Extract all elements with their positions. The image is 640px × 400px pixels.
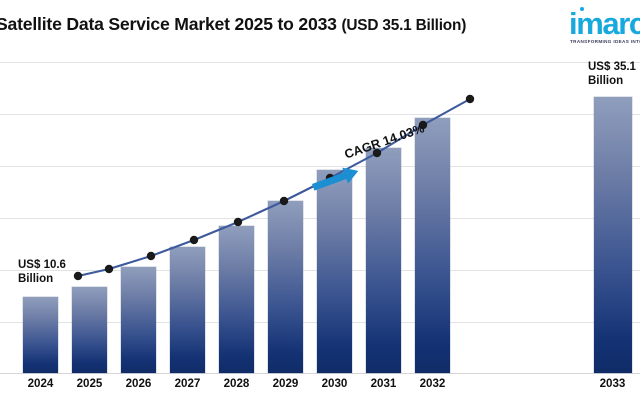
bar-2024[interactable] — [23, 297, 58, 373]
bar-2027[interactable] — [170, 247, 205, 373]
gridline — [0, 62, 640, 63]
start-value-label: US$ 10.6 Billion — [18, 258, 66, 286]
imarc-logo: imarc TRANSFORMING IDEAS INTO — [569, 6, 640, 48]
marker-2027 — [189, 235, 199, 245]
chart-title-suffix: (USD 35.1 Billion) — [341, 17, 467, 34]
logo-tagline: TRANSFORMING IDEAS INTO — [570, 39, 640, 44]
bar-2030[interactable] — [317, 170, 352, 373]
x-axis-line — [0, 373, 640, 374]
gridline — [0, 114, 640, 115]
xtick-2025: 2025 — [76, 377, 103, 390]
xtick-2033: 2033 — [599, 377, 626, 390]
xtick-2032: 2032 — [419, 377, 446, 390]
xtick-2028: 2028 — [223, 377, 250, 390]
marker-2026 — [146, 251, 156, 261]
end-value-label: US$ 35.1 Billion — [588, 60, 636, 88]
bar-2033[interactable] — [594, 97, 632, 373]
logo-wordmark: imarc — [569, 6, 640, 41]
bar-2032[interactable] — [415, 118, 450, 373]
marker-2025 — [104, 264, 114, 274]
chart-header: Satellite Data Service Market 2025 to 20… — [0, 0, 640, 52]
gridline — [0, 166, 640, 167]
page-title: Satellite Data Service Market 2025 to 20… — [0, 13, 562, 37]
xtick-2024: 2024 — [27, 377, 54, 390]
xtick-2029: 2029 — [272, 377, 299, 390]
xtick-2031: 2031 — [370, 377, 397, 390]
end-value-line1: US$ 35.1 — [588, 61, 636, 73]
chart-title-main: Satellite Data Service Market 2025 to 20… — [0, 14, 337, 34]
bar-2025[interactable] — [72, 287, 107, 373]
xtick-2026: 2026 — [125, 377, 152, 390]
bar-2028[interactable] — [219, 226, 254, 373]
end-value-line2: Billion — [588, 75, 624, 87]
xtick-2027: 2027 — [174, 377, 201, 390]
marker-2033 — [465, 94, 475, 104]
bar-2026[interactable] — [121, 267, 156, 373]
marker-2028 — [233, 217, 243, 227]
marker-2024 — [73, 271, 83, 281]
logo-dot-icon — [580, 7, 584, 11]
start-value-line1: US$ 10.6 — [18, 259, 66, 271]
bar-2031[interactable] — [366, 148, 401, 373]
bar-2029[interactable] — [268, 201, 303, 373]
xtick-2030: 2030 — [321, 377, 348, 390]
start-value-line2: Billion — [18, 273, 54, 285]
